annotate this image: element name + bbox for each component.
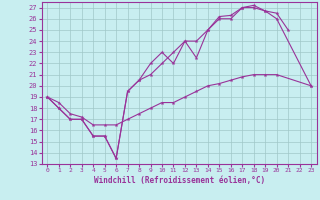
X-axis label: Windchill (Refroidissement éolien,°C): Windchill (Refroidissement éolien,°C) [94, 176, 265, 185]
